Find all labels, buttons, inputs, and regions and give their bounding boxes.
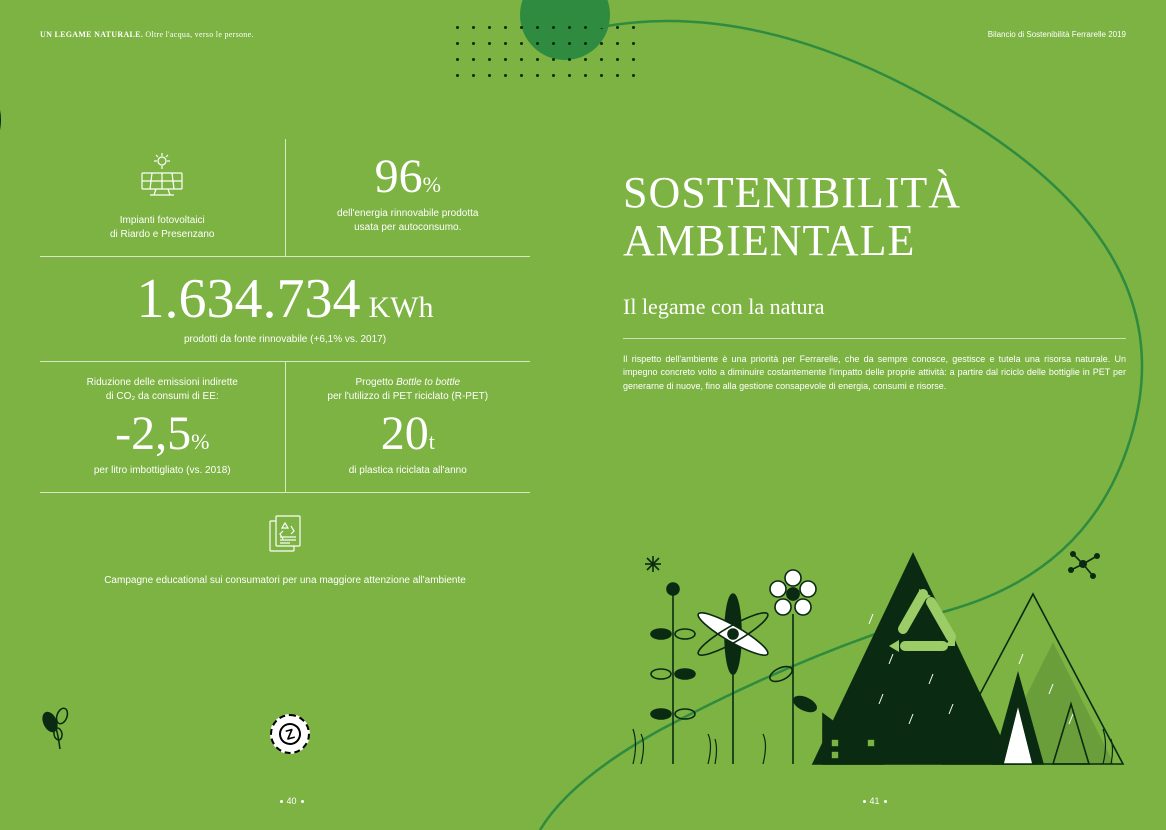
stat-96pct-caption: dell'energia rinnovabile prodotta usata …	[294, 207, 523, 235]
divider	[623, 338, 1126, 339]
left-page: UN LEGAME NATURALE. Oltre l'acqua, verso…	[0, 0, 583, 824]
header-right: Bilancio di Sostenibilità Ferrarelle 201…	[623, 30, 1126, 39]
nature-illustration	[613, 474, 1133, 784]
body-paragraph: Il rispetto dell'ambiente è una priorità…	[623, 353, 1126, 394]
seal-badge-inner: Z	[277, 721, 304, 748]
stat-kwh-value: 1.634.734KWh	[48, 271, 522, 327]
stat-co2-caption: per litro imbottigliato (vs. 2018)	[48, 464, 277, 478]
stat-campaign-caption: Campagne educational sui consumatori per…	[48, 574, 522, 588]
stat-bottle-value: 20t	[294, 410, 523, 458]
solar-panel-icon	[134, 153, 190, 197]
stat-bottle: Progetto Bottle to bottle per l'utilizzo…	[286, 362, 531, 493]
page-subtitle: Il legame con la natura	[623, 294, 1126, 320]
stat-solar: Impianti fotovoltaici di Riardo e Presen…	[40, 139, 286, 257]
stat-96pct: 96% dell'energia rinnovabile prodotta us…	[286, 139, 531, 257]
header-left-rest: Oltre l'acqua, verso le persone.	[143, 30, 254, 39]
stats-panel: Impianti fotovoltaici di Riardo e Presen…	[40, 139, 530, 602]
header-left: UN LEGAME NATURALE. Oltre l'acqua, verso…	[40, 30, 543, 39]
stat-campaign: Campagne educational sui consumatori per…	[40, 493, 530, 602]
page-number-right: 41	[862, 796, 886, 806]
stat-solar-caption: Impianti fotovoltaici di Riardo e Presen…	[48, 214, 277, 242]
stat-co2: Riduzione delle emissioni indirette di C…	[40, 362, 286, 493]
stat-co2-pre: Riduzione delle emissioni indirette di C…	[48, 376, 277, 404]
right-page: Bilancio di Sostenibilità Ferrarelle 201…	[583, 0, 1166, 824]
stat-bottle-caption: di plastica riciclata all'anno	[294, 464, 523, 478]
plant-decoration-left	[30, 694, 90, 754]
recycle-document-icon	[260, 513, 310, 557]
header-left-bold: UN LEGAME NATURALE.	[40, 30, 143, 39]
stat-co2-value: -2,5%	[48, 410, 277, 458]
seal-badge: Z	[270, 714, 310, 754]
arcs-decoration	[0, 60, 40, 180]
stat-bottle-pre: Progetto Bottle to bottle per l'utilizzo…	[294, 376, 523, 404]
stat-kwh-caption: prodotti da fonte rinnovabile (+6,1% vs.…	[48, 333, 522, 347]
page-number-left: 40	[279, 796, 303, 806]
stat-96pct-value: 96%	[294, 153, 523, 201]
stat-kwh: 1.634.734KWh prodotti da fonte rinnovabi…	[40, 257, 530, 362]
page-title: SOSTENIBILITÀ AMBIENTALE	[623, 169, 1126, 266]
